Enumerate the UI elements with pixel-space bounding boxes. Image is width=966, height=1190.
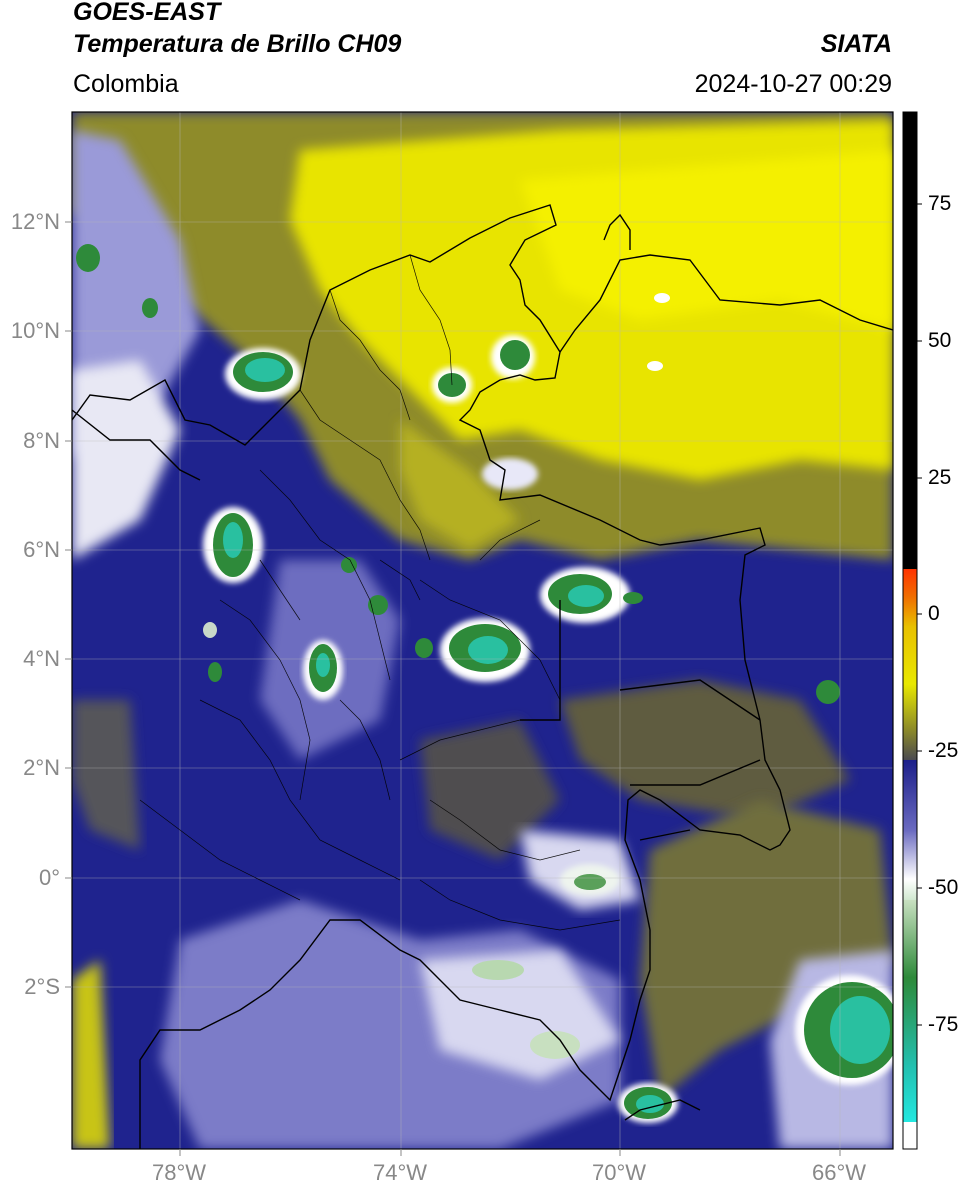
lon-label-74w: 74°W xyxy=(373,1160,428,1185)
lat-label-2s: 2°S xyxy=(24,974,60,999)
lon-label-70w: 70°W xyxy=(592,1160,647,1185)
timestamp-label: 2024-10-27 00:29 xyxy=(694,70,892,98)
colorbar-segment-green xyxy=(903,900,917,1122)
colorbar xyxy=(902,111,922,1150)
colorbar-label-75: 75 xyxy=(928,192,952,215)
satellite-imagery xyxy=(72,112,893,1149)
lat-label-4n: 4°N xyxy=(23,646,60,671)
map-frame xyxy=(71,111,894,1150)
lat-label-10n: 10°N xyxy=(10,318,60,343)
product-title: Temperatura de Brillo CH09 xyxy=(73,30,402,58)
lat-label-12n: 12°N xyxy=(10,209,60,234)
colorbar-label-0: 0 xyxy=(928,602,940,625)
convective-cells xyxy=(76,244,893,1123)
region-label: Colombia xyxy=(73,70,179,98)
brand-label: SIATA xyxy=(820,30,892,58)
graticule xyxy=(72,112,893,1149)
colorbar-segment-orange xyxy=(903,569,917,684)
colorbar-label-50: 50 xyxy=(928,329,952,352)
lat-label-2n: 2°N xyxy=(23,755,60,780)
lat-label-6n: 6°N xyxy=(23,537,60,562)
department-borders xyxy=(139,254,621,931)
colorbar-label-minus25: -25 xyxy=(928,739,959,762)
colorbar-label-25: 25 xyxy=(928,466,952,489)
colorbar-segment-white xyxy=(903,1122,917,1149)
lat-label-0: 0° xyxy=(38,865,60,890)
lat-label-8n: 8°N xyxy=(23,428,60,453)
colorbar-label-minus50: -50 xyxy=(928,876,959,899)
colorbar-segment-blue xyxy=(903,760,917,900)
lon-label-66w: 66°W xyxy=(812,1160,867,1185)
satellite-title: GOES-EAST xyxy=(73,0,221,26)
colorbar-segment-yellow xyxy=(903,684,917,760)
colorbar-label-minus75: -75 xyxy=(928,1013,959,1036)
lon-label-78w: 78°W xyxy=(152,1160,207,1185)
colorbar-segment-warm xyxy=(903,112,917,569)
axis-ticks xyxy=(65,221,841,1156)
country-borders xyxy=(72,204,893,1149)
